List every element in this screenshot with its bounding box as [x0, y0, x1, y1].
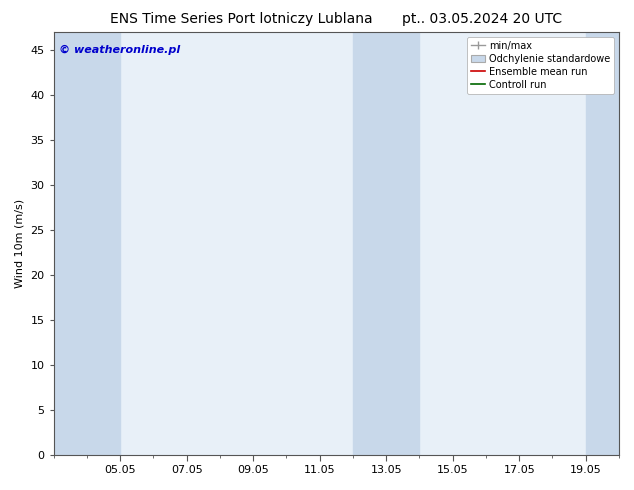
- Text: pt.. 03.05.2024 20 UTC: pt.. 03.05.2024 20 UTC: [402, 12, 562, 26]
- Bar: [87, 32, 120, 455]
- Legend: min/max, Odchylenie standardowe, Ensemble mean run, Controll run: min/max, Odchylenie standardowe, Ensembl…: [467, 37, 614, 94]
- Bar: [386, 32, 420, 455]
- Bar: [54, 32, 87, 455]
- Bar: [353, 32, 386, 455]
- Text: ENS Time Series Port lotniczy Lublana: ENS Time Series Port lotniczy Lublana: [110, 12, 372, 26]
- Text: © weatheronline.pl: © weatheronline.pl: [60, 45, 181, 55]
- Bar: [586, 32, 619, 455]
- Y-axis label: Wind 10m (m/s): Wind 10m (m/s): [15, 199, 25, 288]
